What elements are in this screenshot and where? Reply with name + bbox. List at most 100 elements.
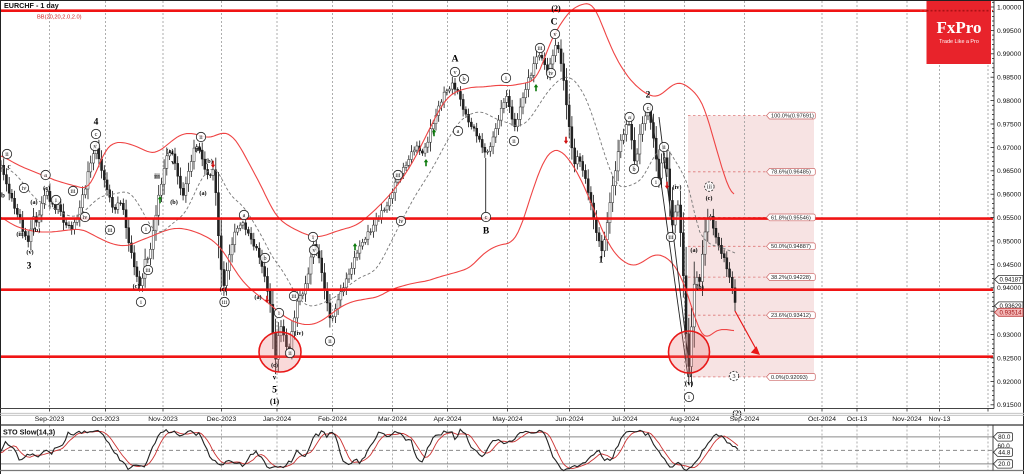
svg-text:iii: iii: [395, 172, 400, 179]
svg-text:5: 5: [272, 385, 277, 395]
svg-text:Oct-2023: Oct-2023: [92, 416, 120, 423]
svg-text:Sep-2024: Sep-2024: [730, 416, 760, 423]
svg-text:ii: ii: [328, 338, 332, 345]
svg-text:i: i: [55, 197, 57, 204]
svg-text:Oct-13: Oct-13: [847, 416, 868, 423]
svg-text:FxPro: FxPro: [936, 18, 981, 37]
svg-text:0.97500: 0.97500: [997, 121, 1021, 128]
svg-text:20.0: 20.0: [998, 461, 1011, 468]
svg-text:Jul-2024: Jul-2024: [611, 416, 637, 423]
svg-text:61.8%(0.95546): 61.8%(0.95546): [771, 215, 811, 221]
svg-text:i: i: [688, 394, 690, 401]
svg-text:b: b: [1, 191, 5, 199]
svg-text:v: v: [312, 247, 316, 254]
svg-text:(iv): (iv): [295, 330, 304, 337]
svg-text:a: a: [243, 212, 246, 219]
svg-text:ii: ii: [199, 134, 203, 141]
svg-text:0.94187: 0.94187: [1000, 277, 1023, 284]
svg-text:1: 1: [599, 255, 604, 265]
svg-text:B: B: [483, 226, 490, 236]
svg-text:80.0: 80.0: [998, 434, 1011, 441]
svg-text:(1): (1): [270, 397, 280, 406]
svg-text:(v): (v): [26, 249, 33, 256]
svg-text:(a): (a): [166, 148, 173, 155]
svg-text:c: c: [7, 162, 10, 170]
svg-text:0.93629: 0.93629: [1000, 303, 1023, 310]
svg-text:0.93000: 0.93000: [997, 332, 1021, 339]
svg-text:c: c: [485, 214, 488, 221]
svg-text:i: i: [278, 310, 280, 317]
svg-text:1.00000: 1.00000: [997, 4, 1021, 11]
svg-text:(v): (v): [685, 379, 694, 387]
svg-text:iii: iii: [107, 227, 112, 234]
svg-text:0.95000: 0.95000: [997, 238, 1021, 245]
svg-text:b: b: [263, 255, 266, 262]
svg-text:Dec-2023: Dec-2023: [207, 416, 237, 423]
svg-text:3: 3: [732, 373, 735, 380]
svg-text:iii: iii: [154, 172, 160, 180]
svg-text:i: i: [655, 179, 657, 186]
svg-text:May-2024: May-2024: [492, 416, 522, 423]
svg-text:A: A: [452, 54, 459, 64]
svg-text:b: b: [462, 76, 465, 83]
svg-text:STO Slow(14,3): STO Slow(14,3): [3, 428, 56, 437]
svg-text:3: 3: [27, 261, 32, 271]
svg-text:(c): (c): [271, 362, 278, 369]
svg-text:EURCHF - 1 day: EURCHF - 1 day: [4, 1, 59, 10]
svg-text:b: b: [632, 166, 635, 173]
svg-text:78.6%(0.96485): 78.6%(0.96485): [771, 170, 811, 176]
svg-text:i: i: [140, 299, 142, 306]
svg-text:0.91500: 0.91500: [997, 402, 1021, 409]
svg-text:Sep-2023: Sep-2023: [35, 416, 65, 423]
svg-text:(iv): (iv): [673, 184, 682, 191]
svg-text:iii: iii: [707, 184, 712, 191]
svg-text:iv: iv: [22, 185, 28, 192]
svg-text:Feb-2024: Feb-2024: [318, 416, 347, 423]
svg-text:iii: iii: [222, 299, 227, 306]
svg-text:0.96000: 0.96000: [997, 192, 1021, 199]
svg-text:Nov-2024: Nov-2024: [892, 416, 922, 423]
svg-text:50.0%(0.94887): 50.0%(0.94887): [771, 244, 811, 250]
svg-text:ii: ii: [512, 138, 516, 145]
svg-text:Nov-2023: Nov-2023: [148, 416, 178, 423]
svg-text:(iii): (iii): [16, 231, 25, 238]
svg-text:a: a: [457, 128, 460, 135]
svg-text:(a): (a): [254, 294, 261, 301]
svg-text:(c): (c): [195, 146, 202, 153]
svg-text:(c): (c): [133, 283, 140, 290]
svg-text:iv: iv: [83, 214, 89, 221]
svg-text:a: a: [44, 172, 47, 179]
svg-text:iii: iii: [291, 293, 296, 300]
svg-text:iii: iii: [668, 234, 673, 241]
svg-text:ii: ii: [662, 144, 666, 151]
svg-text:2: 2: [646, 90, 651, 100]
svg-text:0.92000: 0.92000: [997, 379, 1021, 386]
svg-text:i: i: [145, 226, 147, 233]
svg-text:(b): (b): [696, 284, 704, 291]
svg-text:ii: ii: [288, 350, 292, 357]
svg-text:i: i: [312, 234, 314, 241]
svg-text:iii: iii: [145, 267, 150, 274]
svg-text:Jan-2024: Jan-2024: [263, 416, 292, 423]
svg-text:(b): (b): [33, 227, 41, 234]
svg-text:0.99000: 0.99000: [997, 51, 1021, 58]
svg-text:0.94500: 0.94500: [997, 262, 1021, 269]
svg-text:Apr-2024: Apr-2024: [434, 416, 462, 423]
svg-text:0.92500: 0.92500: [997, 355, 1021, 362]
svg-text:c: c: [647, 105, 650, 112]
svg-text:v: v: [93, 143, 97, 150]
svg-text:Trade Like a Pro: Trade Like a Pro: [939, 39, 979, 45]
svg-text:(c): (c): [43, 185, 50, 192]
svg-text:44.8: 44.8: [998, 450, 1011, 457]
svg-text:C: C: [551, 17, 558, 27]
svg-text:38.2%(0.94228): 38.2%(0.94228): [771, 275, 811, 281]
svg-text:iv: iv: [399, 218, 405, 225]
svg-text:0.98000: 0.98000: [997, 98, 1021, 105]
svg-text:Aug-2024: Aug-2024: [670, 416, 700, 423]
svg-text:(c): (c): [706, 195, 713, 202]
svg-text:iii: iii: [70, 188, 75, 195]
svg-text:0.93514: 0.93514: [1000, 310, 1023, 317]
svg-text:v: v: [553, 31, 557, 38]
svg-text:100.0%(0.97691): 100.0%(0.97691): [771, 114, 814, 120]
svg-text:Jun-2024: Jun-2024: [555, 416, 584, 423]
